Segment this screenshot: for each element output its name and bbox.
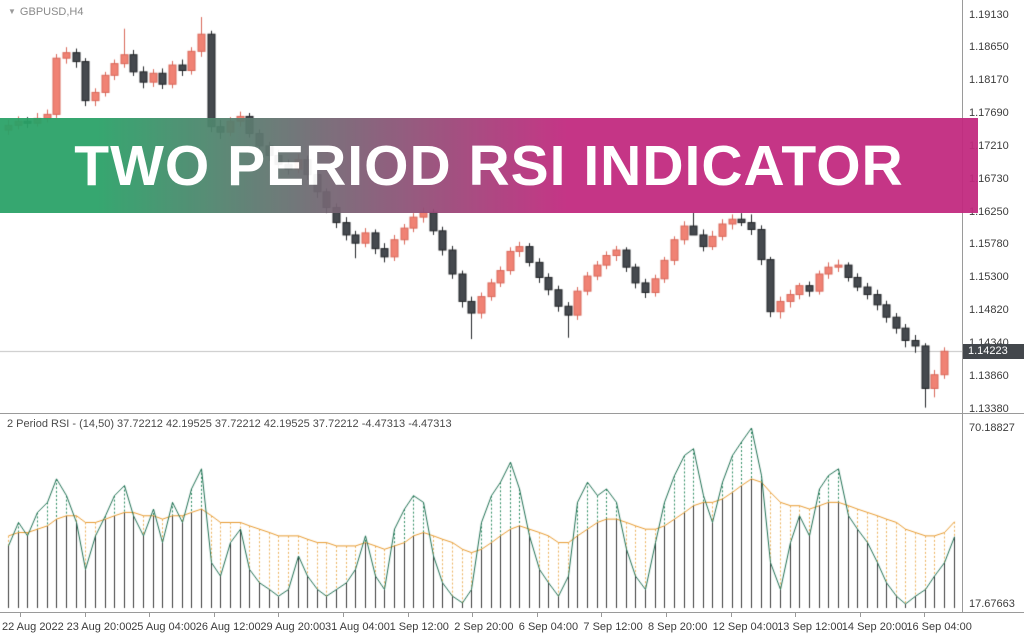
time-axis-tick (924, 613, 926, 617)
time-label: 1 Sep 12:00 (389, 621, 449, 633)
time-label: 7 Sep 12:00 (583, 621, 643, 633)
time-label: 14 Sep 20:00 (841, 621, 908, 633)
indicator-max-label: 70.18827 (969, 421, 1015, 434)
time-axis-tick (730, 613, 732, 617)
price-label: 1.14820 (969, 303, 1009, 316)
time-axis-tick (213, 613, 215, 617)
chart-indicator-separator (0, 413, 1024, 414)
price-label: 1.16250 (969, 205, 1009, 218)
time-label: 2 Sep 20:00 (454, 621, 514, 633)
time-axis-tick (278, 613, 280, 617)
time-label: 12 Sep 04:00 (712, 621, 779, 633)
price-label: 1.16730 (969, 172, 1009, 185)
time-label: 31 Aug 04:00 (325, 621, 390, 633)
promo-banner: TWO PERIOD RSI INDICATOR (0, 118, 978, 213)
time-axis-tick (601, 613, 603, 617)
time-label: 29 Aug 20:00 (260, 621, 326, 633)
price-label: 1.15780 (969, 238, 1009, 251)
indicator-label: 2 Period RSI - (14,50) 37.72212 42.19525… (7, 418, 452, 430)
time-axis[interactable]: 22 Aug 2022 23 Aug 20:00 25 Aug 04:00 26 Au… (0, 612, 1024, 640)
symbol-dropdown-icon: ▼ (8, 7, 16, 16)
time-axis-tick (149, 613, 151, 617)
price-label: 1.17690 (969, 107, 1009, 120)
time-label: 23 Aug 20:00 (66, 621, 132, 633)
price-label: 1.19130 (969, 8, 1009, 21)
time-label: 25 Aug 04:00 (131, 621, 197, 633)
time-axis-tick (343, 613, 344, 617)
time-axis-tick (666, 613, 667, 617)
banner-title: TWO PERIOD RSI INDICATOR (74, 133, 904, 198)
time-label: 22 Aug 2022 (2, 621, 64, 633)
rsi-indicator-canvas[interactable] (0, 414, 962, 612)
current-price-badge: 1.14223 (963, 344, 1024, 359)
time-label: 16 Sep 04:00 (906, 621, 972, 633)
time-axis-tick (407, 613, 409, 617)
time-axis-tick (536, 613, 538, 617)
time-axis-tick (20, 613, 21, 617)
indicator-min-label: 17.67663 (969, 597, 1015, 610)
price-label: 1.13860 (969, 369, 1009, 382)
time-axis-tick (859, 613, 861, 617)
price-label: 1.13380 (969, 402, 1009, 415)
price-label: 1.15300 (969, 270, 1009, 283)
time-label: 8 Sep 20:00 (648, 621, 708, 633)
time-axis-tick (84, 613, 86, 617)
price-label: 1.18170 (969, 74, 1009, 87)
time-label: 6 Sep 04:00 (518, 621, 579, 633)
time-axis-tick (795, 613, 797, 617)
time-axis-tick (472, 613, 474, 617)
price-label: 1.17210 (969, 140, 1009, 153)
time-label: 13 Sep 12:00 (777, 621, 843, 633)
scale-separator (962, 0, 963, 612)
symbol-text: GBPUSD,H4 (19, 6, 84, 18)
symbol-label[interactable]: ▼ GBPUSD,H4 (8, 6, 84, 18)
price-label: 1.18650 (969, 41, 1009, 54)
time-label: 26 Aug 12:00 (195, 621, 261, 633)
price-scale[interactable]: 1.19130 1.18650 1.18170 1.17690 1.17210 1.167… (962, 0, 1024, 612)
